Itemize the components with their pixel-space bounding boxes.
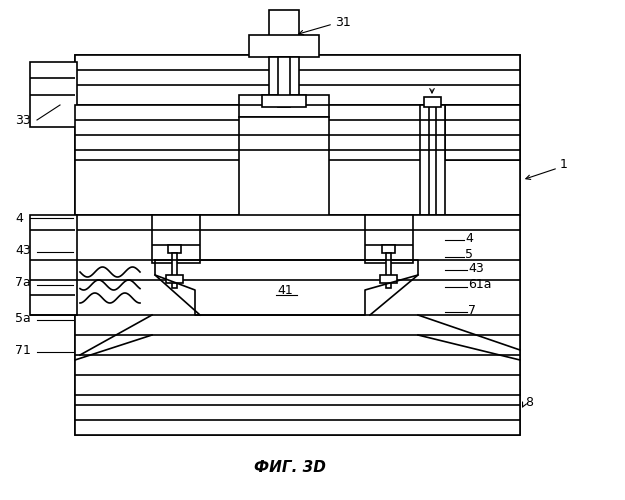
Text: 33: 33: [15, 114, 31, 126]
Bar: [380, 275, 397, 283]
Bar: [30, 62, 77, 127]
Bar: [269, 57, 299, 107]
Text: 61a: 61a: [468, 278, 491, 291]
Text: 43: 43: [15, 244, 31, 256]
Bar: [424, 97, 441, 107]
Bar: [166, 275, 183, 283]
Text: 1: 1: [560, 158, 568, 172]
Text: 41: 41: [277, 284, 293, 296]
Bar: [75, 55, 520, 435]
Bar: [445, 105, 520, 160]
Bar: [249, 35, 319, 57]
Bar: [420, 105, 445, 215]
Text: 8: 8: [525, 396, 533, 408]
Text: 7a: 7a: [15, 276, 31, 289]
Bar: [278, 57, 290, 107]
Bar: [152, 215, 200, 263]
Polygon shape: [155, 260, 418, 315]
Bar: [269, 10, 299, 57]
Bar: [172, 253, 177, 288]
Bar: [239, 95, 329, 117]
Bar: [75, 215, 520, 395]
Bar: [75, 390, 520, 435]
Bar: [386, 253, 391, 288]
Bar: [239, 117, 329, 217]
Text: ФИГ. 3D: ФИГ. 3D: [254, 460, 326, 475]
Bar: [75, 55, 520, 105]
Text: 71: 71: [15, 344, 31, 356]
Bar: [30, 215, 77, 315]
Text: 4: 4: [465, 232, 473, 244]
Bar: [262, 95, 306, 107]
Text: 43: 43: [468, 262, 484, 274]
Bar: [365, 215, 413, 263]
Text: 31: 31: [335, 16, 351, 28]
Bar: [168, 245, 181, 253]
Bar: [382, 245, 395, 253]
Bar: [75, 105, 520, 215]
Text: 5: 5: [465, 248, 473, 262]
Text: 7: 7: [468, 304, 476, 316]
Text: 5a: 5a: [15, 312, 31, 324]
Text: 4: 4: [15, 212, 23, 224]
